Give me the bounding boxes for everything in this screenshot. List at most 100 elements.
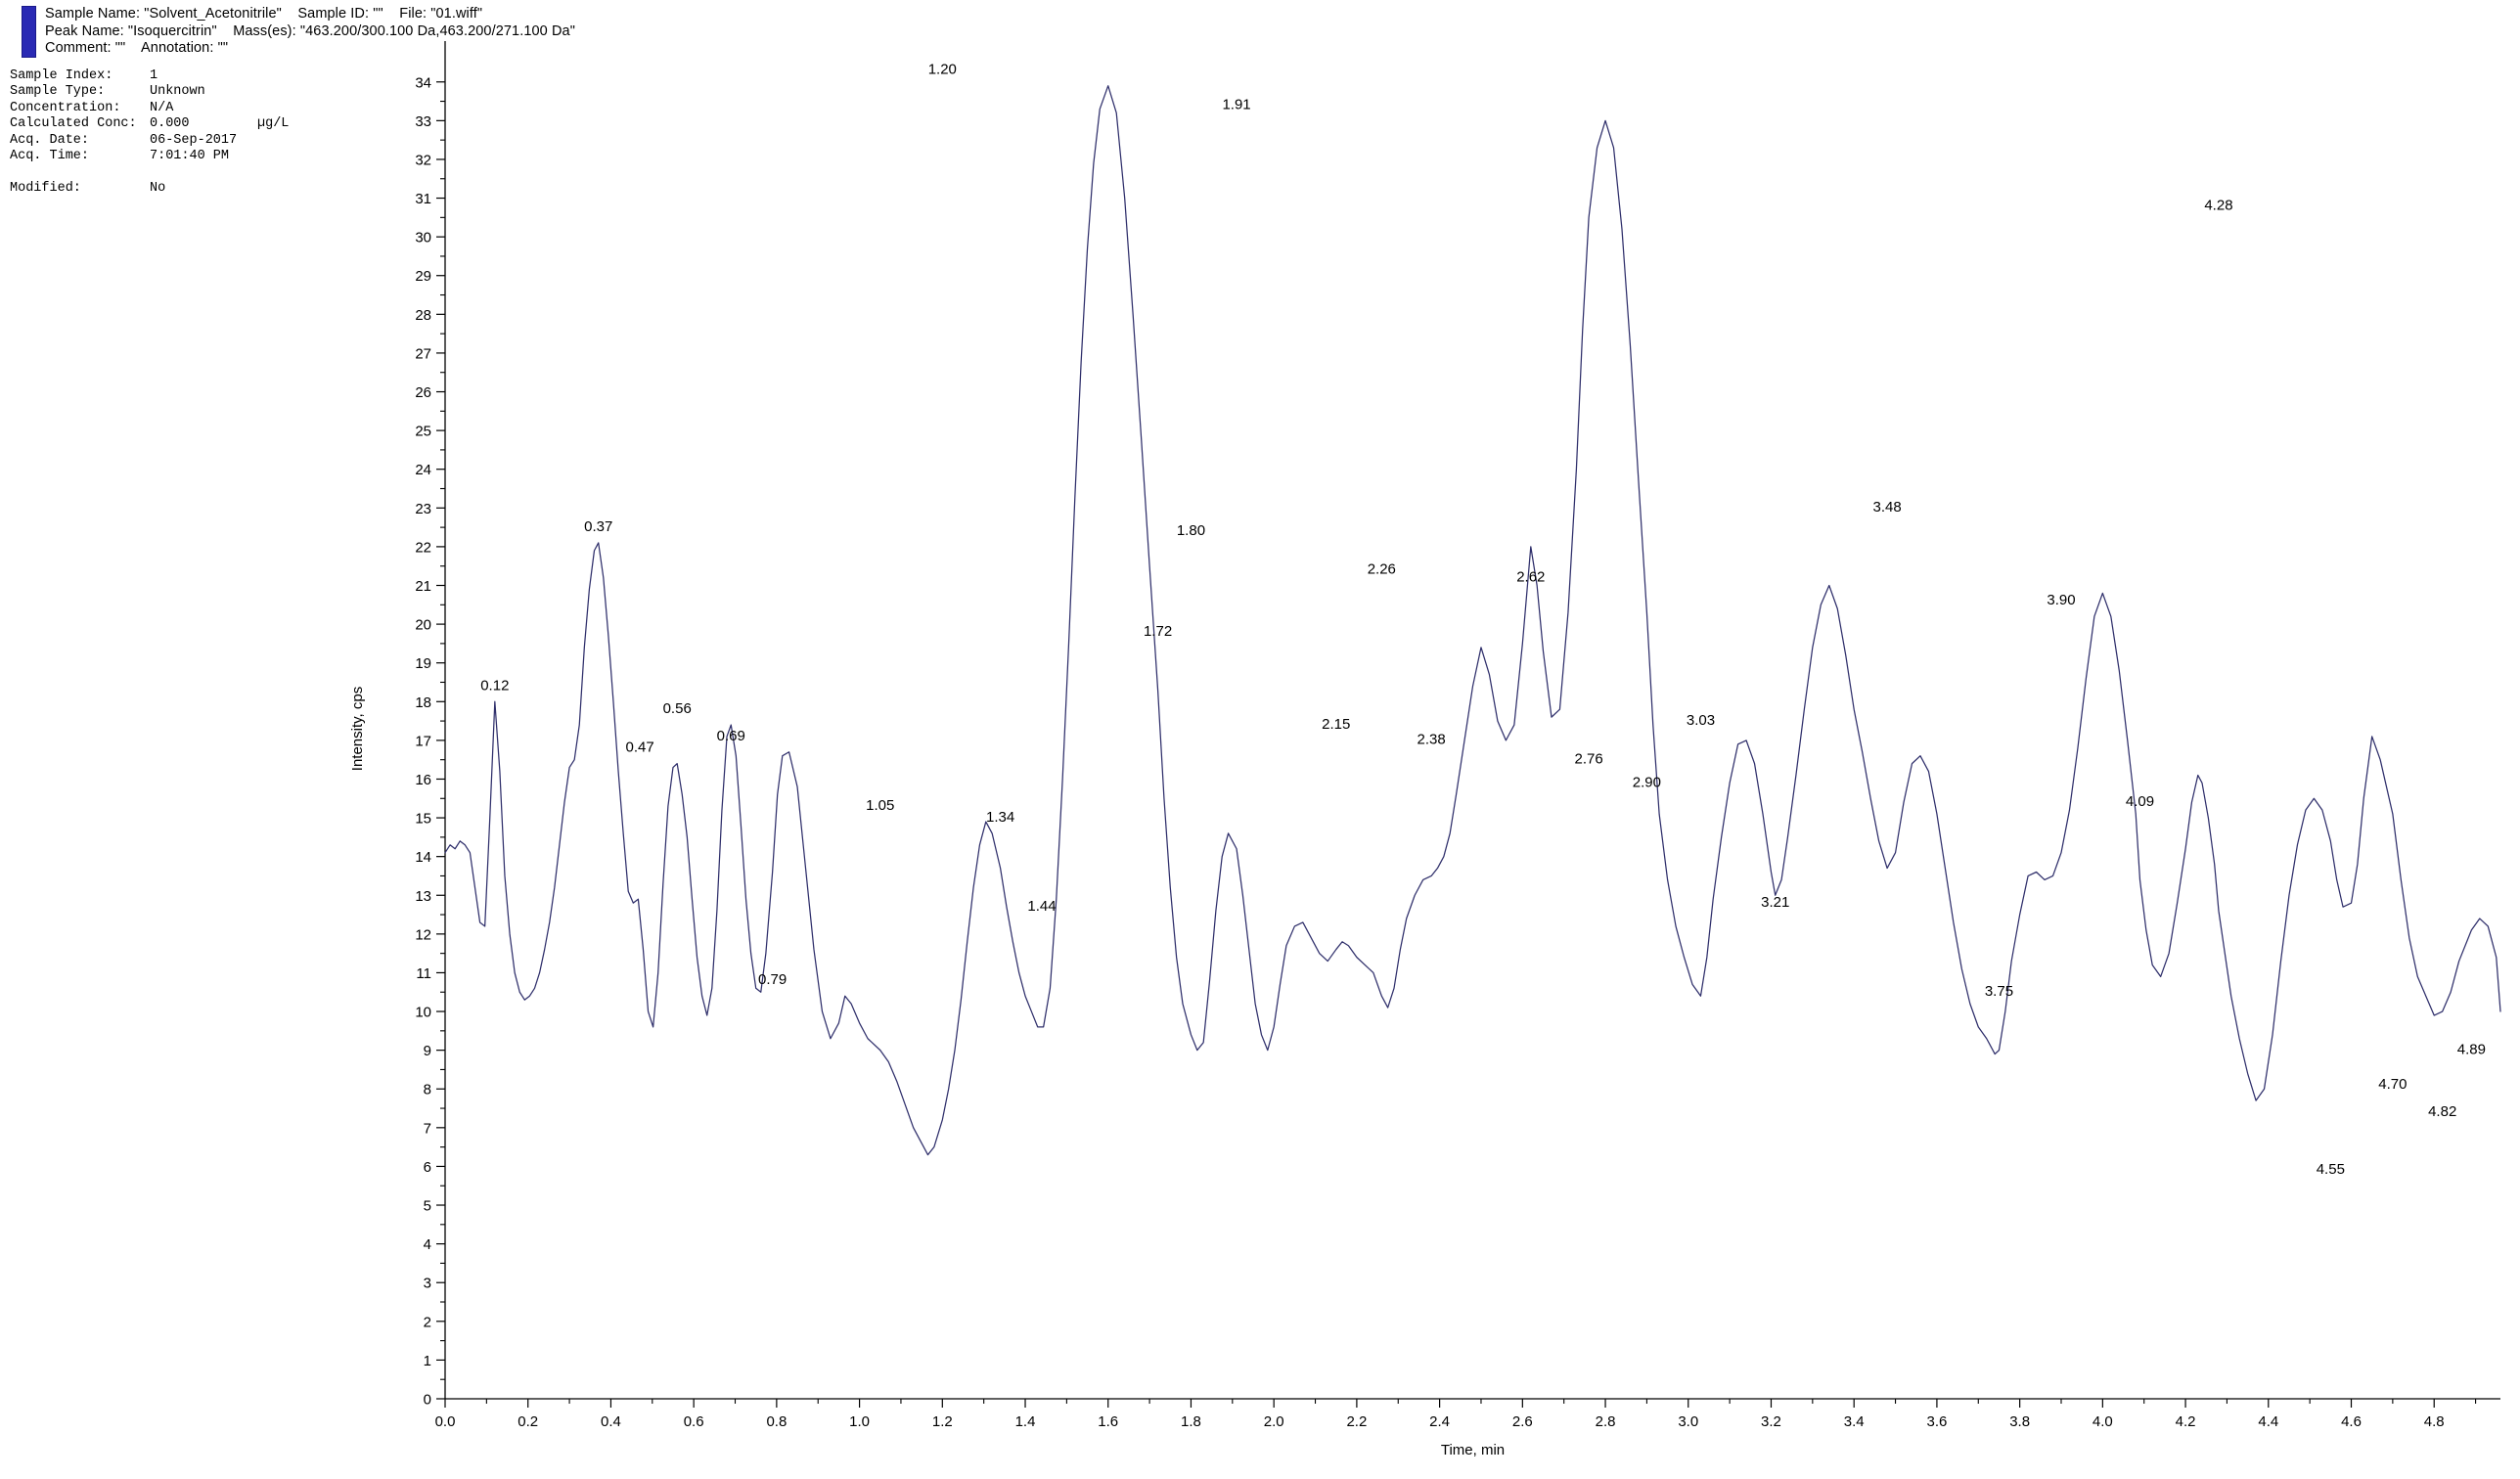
- sample-info-row: Acq. Time: 7:01:40 PM: [10, 149, 289, 164]
- y-axis-title: Intensity, cps: [349, 687, 366, 771]
- x-tick-label: 2.6: [1512, 1413, 1533, 1430]
- peak-label: 4.28: [2204, 197, 2232, 213]
- y-tick-label: 31: [415, 191, 431, 207]
- peak-label: 1.20: [928, 62, 957, 78]
- sample-info-value: N/A: [150, 100, 174, 115]
- y-tick-label: 11: [416, 965, 431, 982]
- peak-label: 2.26: [1368, 560, 1396, 577]
- x-tick-label: 4.2: [2176, 1413, 2196, 1430]
- y-tick-label: 1: [424, 1353, 431, 1369]
- x-tick-label: 4.6: [2341, 1413, 2362, 1430]
- y-tick-label: 10: [415, 1005, 431, 1021]
- y-tick-label: 21: [415, 578, 431, 595]
- peak-label: 2.15: [1322, 716, 1350, 733]
- y-tick-label: 9: [424, 1043, 431, 1059]
- peak-label: 3.48: [1872, 499, 1901, 515]
- peak-label: 1.72: [1144, 623, 1172, 640]
- peak-label: 0.69: [717, 728, 745, 744]
- peak-label: 1.91: [1222, 96, 1250, 112]
- sample-info-label: Acq. Time:: [10, 149, 90, 164]
- sample-info-label: Sample Type:: [10, 84, 106, 100]
- sample-info-value: 1: [150, 68, 158, 83]
- y-tick-label: 33: [415, 113, 431, 130]
- x-axis-title: Time, min: [1441, 1442, 1505, 1458]
- x-tick-label: 3.2: [1761, 1413, 1781, 1430]
- y-tick-label: 3: [424, 1276, 431, 1292]
- sample-info-row: Acq. Date: 06-Sep-2017: [10, 133, 289, 149]
- axes-group: 0123456789101112131415161718192021222324…: [415, 41, 2500, 1430]
- x-tick-label: 0.0: [435, 1413, 456, 1430]
- sample-info-label: Concentration:: [10, 100, 121, 115]
- peak-label: 2.90: [1633, 774, 1661, 790]
- y-tick-label: 7: [424, 1120, 431, 1137]
- y-tick-label: 0: [424, 1392, 431, 1409]
- x-tick-label: 3.0: [1678, 1413, 1698, 1430]
- sample-info-value: 06-Sep-2017: [150, 132, 238, 148]
- y-tick-label: 6: [424, 1159, 431, 1176]
- peak-label: 0.56: [663, 700, 692, 717]
- x-tick-label: 4.8: [2424, 1413, 2445, 1430]
- x-tick-label: 3.8: [2009, 1413, 2030, 1430]
- header-accent-bar: [22, 6, 36, 58]
- y-tick-label: 32: [415, 152, 431, 168]
- sample-info-row: Sample Index: 1: [10, 68, 289, 84]
- y-tick-label: 19: [415, 655, 431, 672]
- x-tick-label: 1.4: [1015, 1413, 1036, 1430]
- peak-label: 4.70: [2378, 1076, 2407, 1093]
- x-tick-label: 0.4: [601, 1413, 621, 1430]
- peak-label: 3.90: [2047, 592, 2075, 608]
- peak-label: 0.12: [480, 677, 509, 694]
- y-tick-label: 29: [415, 268, 431, 285]
- x-tick-label: 3.6: [1926, 1413, 1947, 1430]
- y-tick-label: 34: [415, 74, 431, 91]
- x-tick-label: 4.4: [2258, 1413, 2278, 1430]
- x-tick-label: 2.4: [1429, 1413, 1450, 1430]
- y-tick-label: 15: [415, 811, 431, 828]
- sample-info-unit: µg/L: [257, 116, 290, 132]
- sample-info-label: Acq. Date:: [10, 132, 90, 148]
- sample-info-label: Calculated Conc:: [10, 116, 137, 132]
- x-tick-label: 1.6: [1098, 1413, 1118, 1430]
- peak-name-line: Peak Name: "Isoquercitrin" Mass(es): "46…: [45, 22, 575, 39]
- sample-info-value: No: [150, 180, 166, 196]
- y-tick-label: 2: [424, 1314, 431, 1330]
- comment-line: Comment: "" Annotation: "": [45, 40, 229, 56]
- peak-label: 2.76: [1575, 751, 1603, 768]
- sample-info-value: 0.000: [150, 116, 190, 132]
- y-tick-label: 25: [415, 424, 431, 440]
- y-tick-label: 27: [415, 345, 431, 362]
- sample-info-value: Unknown: [150, 84, 205, 100]
- x-tick-label: 1.8: [1181, 1413, 1201, 1430]
- peak-label: 0.79: [758, 971, 787, 988]
- sample-name-line: Sample Name: "Solvent_Acetonitrile" Samp…: [45, 6, 483, 22]
- trace-group: [444, 85, 2501, 1156]
- peak-label: 4.89: [2457, 1041, 2486, 1057]
- x-tick-label: 2.2: [1346, 1413, 1367, 1430]
- y-tick-label: 20: [415, 617, 431, 634]
- x-tick-label: 3.4: [1844, 1413, 1865, 1430]
- peak-label: 2.62: [1516, 568, 1545, 585]
- y-tick-label: 22: [415, 539, 431, 556]
- y-tick-label: 24: [415, 462, 431, 478]
- sample-header-block: Sample Name: "Solvent_Acetonitrile" Samp…: [22, 6, 575, 58]
- peak-label: 3.03: [1687, 712, 1715, 729]
- x-tick-label: 0.2: [518, 1413, 538, 1430]
- sample-info-panel: Sample Name: "Solvent_Acetonitrile" Samp…: [0, 0, 978, 215]
- y-tick-label: 17: [415, 733, 431, 749]
- y-tick-label: 8: [424, 1082, 431, 1098]
- peak-label: 1.80: [1177, 522, 1205, 539]
- peak-label: 3.75: [1985, 983, 2013, 1000]
- peak-label: 4.09: [2126, 793, 2154, 810]
- x-tick-label: 1.2: [932, 1413, 953, 1430]
- y-tick-label: 28: [415, 307, 431, 324]
- sample-info-label: Modified:: [10, 180, 81, 196]
- peak-label: 3.21: [1761, 894, 1789, 911]
- y-tick-label: 4: [424, 1236, 431, 1253]
- x-tick-label: 0.8: [766, 1413, 787, 1430]
- y-tick-label: 12: [415, 926, 431, 943]
- peak-label: 1.05: [866, 797, 894, 814]
- sample-info-row: Calculated Conc: 0.000 µg/L: [10, 116, 289, 132]
- x-tick-label: 1.0: [849, 1413, 870, 1430]
